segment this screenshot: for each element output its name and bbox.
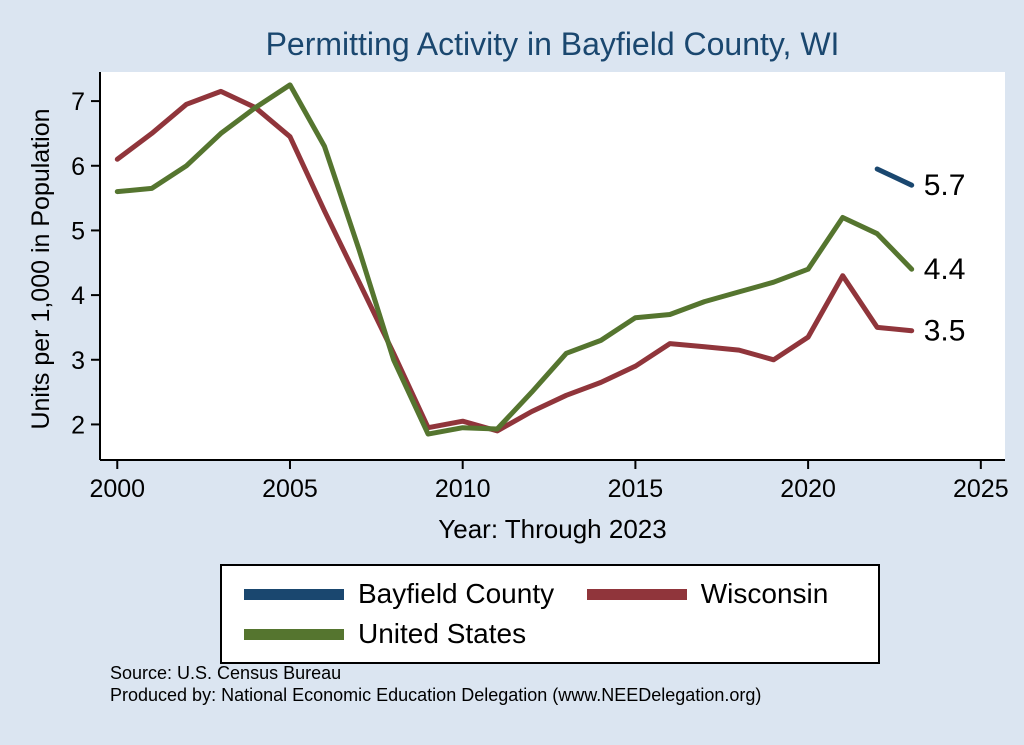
series-line-united-states <box>114 82 915 437</box>
y-tick-label: 5 <box>71 217 85 245</box>
source-note: Source: U.S. Census Bureau <box>110 663 342 683</box>
chart-svg: 2 3 4 5 6 7 2000 2005 2010 2015 2020 2025 5.7 3.5 4.4 <box>71 72 1009 502</box>
series-line-wisconsin <box>114 88 915 434</box>
x-axis-label: Year: Through 2023 <box>438 514 667 544</box>
y-tick-label: 7 <box>71 88 85 116</box>
legend-label-bayfield-county: Bayfield County <box>358 578 555 609</box>
y-tick-label: 6 <box>71 153 85 181</box>
chart-title: Permitting Activity in Bayfield County, … <box>265 26 840 62</box>
legend-label-united-states: United States <box>358 618 527 649</box>
legend-label-wisconsin: Wisconsin <box>700 578 829 609</box>
x-tick-label: 2000 <box>89 475 145 502</box>
produced-by-note: Produced by: National Economic Education… <box>110 685 762 705</box>
legend-swatch-united-states <box>244 628 344 640</box>
plot-area <box>100 72 1005 460</box>
legend-swatch-bayfield-county <box>244 588 344 600</box>
x-tick-label: 2005 <box>262 475 318 502</box>
x-tick-label: 2025 <box>953 475 1009 502</box>
end-label-wisconsin: 3.5 <box>924 315 966 348</box>
chart-footer: Source: U.S. Census Bureau Produced by: … <box>110 662 761 706</box>
x-tick-label: 2010 <box>435 475 491 502</box>
end-label-united-states: 4.4 <box>924 253 966 286</box>
legend-item-united-states: United States <box>244 618 587 650</box>
legend-item-wisconsin: Wisconsin <box>586 578 856 610</box>
x-tick-label: 2020 <box>780 475 836 502</box>
series-line-bayfield-county <box>874 166 915 188</box>
y-tick-label: 3 <box>71 347 85 375</box>
x-tick-label: 2015 <box>608 475 664 502</box>
legend-item-bayfield-county: Bayfield County <box>244 578 587 610</box>
chart-legend: Bayfield County Wisconsin United States <box>220 564 880 664</box>
legend-swatch-wisconsin <box>586 588 687 600</box>
y-tick-label: 2 <box>71 411 85 439</box>
y-tick-label: 4 <box>71 282 85 310</box>
end-label-bayfield-county: 5.7 <box>924 169 966 202</box>
